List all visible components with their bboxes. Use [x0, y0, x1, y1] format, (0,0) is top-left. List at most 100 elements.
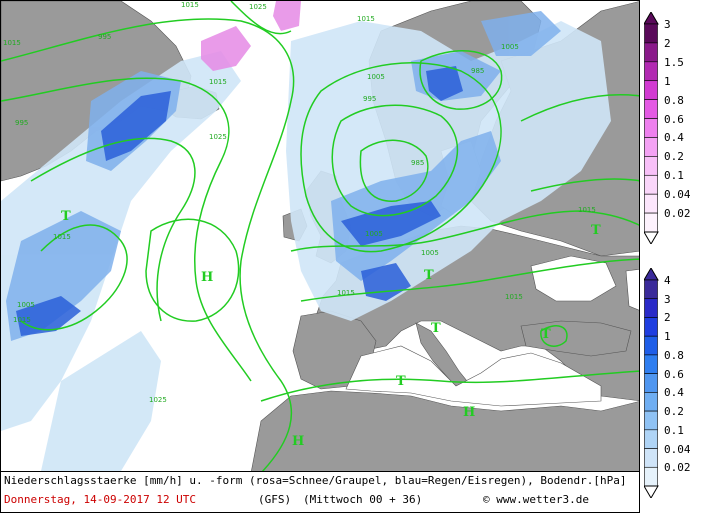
legend-value-label: 0.1 — [664, 423, 684, 437]
high-pressure-marker: H — [201, 270, 213, 285]
legend-swatch — [644, 354, 658, 374]
map-footer: Niederschlagsstaerke [mm/h] u. -form (ro… — [0, 472, 640, 513]
high-pressure-marker: H — [463, 405, 475, 420]
isobar-label: 1015 — [209, 78, 227, 86]
legend-arrow-bottom — [644, 231, 659, 244]
legend-value-label: 0.6 — [664, 367, 684, 381]
map-info-line: Donnerstag, 14-09-2017 12 UTC — [4, 493, 196, 506]
map-canvas: 1025 1015 995 1015 1005 1025 1015 995 98… — [1, 1, 639, 471]
isobar-label: 1005 — [367, 73, 385, 81]
legend-value-label: 0.2 — [664, 405, 684, 419]
legend-arrow-top — [644, 12, 659, 25]
caspian-sea — [625, 268, 639, 311]
map-description: Niederschlagsstaerke [mm/h] u. -form (ro… — [4, 474, 627, 487]
isobar-label: 1015 — [357, 15, 375, 23]
isobar-label: 1005 — [17, 301, 35, 309]
snow-legend: 3 2 1.5 1 0.8 0.6 0.4 0.2 0.1 0.04 0.02 — [644, 12, 702, 244]
legend-arrow-top — [644, 268, 659, 281]
isobar-label: 985 — [471, 67, 484, 75]
legend-value-label: 3 — [664, 292, 671, 306]
model-run: (Mittwoch 00 + 36) — [303, 493, 423, 506]
low-pressure-marker: T — [431, 321, 441, 336]
legend-value-label: 1.5 — [664, 55, 684, 69]
legend-swatch — [644, 429, 658, 449]
legend-swatch — [644, 466, 658, 487]
legend-value-label: 0.02 — [664, 461, 691, 475]
isobar-label: 1015 — [53, 233, 71, 241]
legend-value-label: 2 — [664, 36, 671, 50]
isobar-label: 985 — [411, 159, 424, 167]
isobar-label: 1015 — [505, 293, 523, 301]
isobar-label: 995 — [15, 119, 28, 127]
isobar-label: 1015 — [578, 206, 596, 214]
isobar-label: 1015 — [13, 316, 31, 324]
isobar-label: 1015 — [337, 289, 355, 297]
weather-map: 1025 1015 995 1015 1005 1025 1015 995 98… — [0, 0, 640, 472]
legend-swatch — [644, 298, 658, 318]
low-pressure-marker: T — [591, 223, 601, 238]
mediterranean-sea — [345, 345, 602, 407]
legend-value-label: 0.04 — [664, 188, 691, 202]
legend-value-label: 2 — [664, 311, 671, 325]
forecast-date: Donnerstag, 14-09-2017 12 UTC — [4, 493, 197, 506]
legend-value-label: 0.4 — [664, 386, 684, 400]
legend-arrow-bottom — [644, 485, 659, 498]
rain-legend: 4 3 2 1 0.8 0.6 0.4 0.2 0.1 0.04 0.02 — [644, 268, 702, 498]
legend-swatch — [644, 156, 658, 176]
legend-swatch — [644, 373, 658, 393]
black-sea — [530, 255, 617, 302]
africa-land — [251, 390, 639, 471]
precip-heavy — [16, 66, 463, 336]
legend-value-label: 0.4 — [664, 131, 684, 145]
isobar-label: 1025 — [209, 133, 227, 141]
isobar-label: 1025 — [149, 396, 167, 404]
isobar-labels: 1025 1015 995 1015 1005 1025 1015 995 98… — [3, 1, 596, 404]
isobar-label: 995 — [98, 33, 111, 41]
pressure-systems: H H H T T T T T T — [61, 209, 601, 449]
precip-snow — [201, 1, 301, 71]
isobars — [1, 1, 639, 471]
legend-value-label: 1 — [664, 330, 671, 344]
legend-value-label: 0.02 — [664, 207, 691, 221]
credit-link[interactable]: © www.wetter3.de — [483, 493, 589, 506]
legend-value-label: 3 — [664, 18, 671, 31]
isobar-label: 1005 — [365, 230, 383, 238]
isobar-label: 1015 — [3, 39, 21, 47]
legend-swatch — [644, 335, 658, 356]
legend-swatch — [644, 410, 658, 431]
legend-swatch — [644, 392, 658, 412]
legend-value-label: 1 — [664, 74, 671, 88]
legend-value-label: 4 — [664, 274, 671, 287]
snow-legend-bar — [644, 12, 659, 244]
legend-swatch — [644, 317, 658, 337]
legend-swatch — [644, 279, 658, 300]
legend-swatch — [644, 174, 658, 195]
low-pressure-marker: T — [424, 268, 434, 283]
legend-value-label: 0.04 — [664, 442, 691, 456]
legend-swatch — [644, 99, 658, 119]
isobar-label: 1025 — [249, 3, 267, 11]
isobar-label: 1015 — [181, 1, 199, 9]
legend-swatch — [644, 212, 658, 233]
legend-value-label: 0.8 — [664, 93, 684, 107]
legend-swatch — [644, 23, 658, 44]
rain-legend-bar — [644, 268, 659, 498]
legend-value-label: 0.2 — [664, 150, 684, 164]
legend-swatch — [644, 448, 658, 468]
isobar-label: 1005 — [421, 249, 439, 257]
low-pressure-marker: T — [541, 327, 551, 342]
model-name: (GFS) — [258, 493, 292, 506]
high-pressure-marker: H — [292, 434, 304, 449]
legend-swatch — [644, 42, 658, 63]
legend-swatch — [644, 118, 658, 138]
isobar-label: 995 — [363, 95, 376, 103]
legend-value-label: 0.6 — [664, 112, 684, 126]
isobar-label: 1005 — [501, 43, 519, 51]
legend-swatch — [644, 80, 658, 100]
low-pressure-marker: T — [61, 209, 71, 224]
legend-value-label: 0.8 — [664, 348, 684, 362]
low-pressure-marker: T — [396, 374, 406, 389]
legend-swatch — [644, 137, 658, 157]
legend-value-label: 0.1 — [664, 169, 684, 183]
legend-swatch — [644, 61, 658, 82]
